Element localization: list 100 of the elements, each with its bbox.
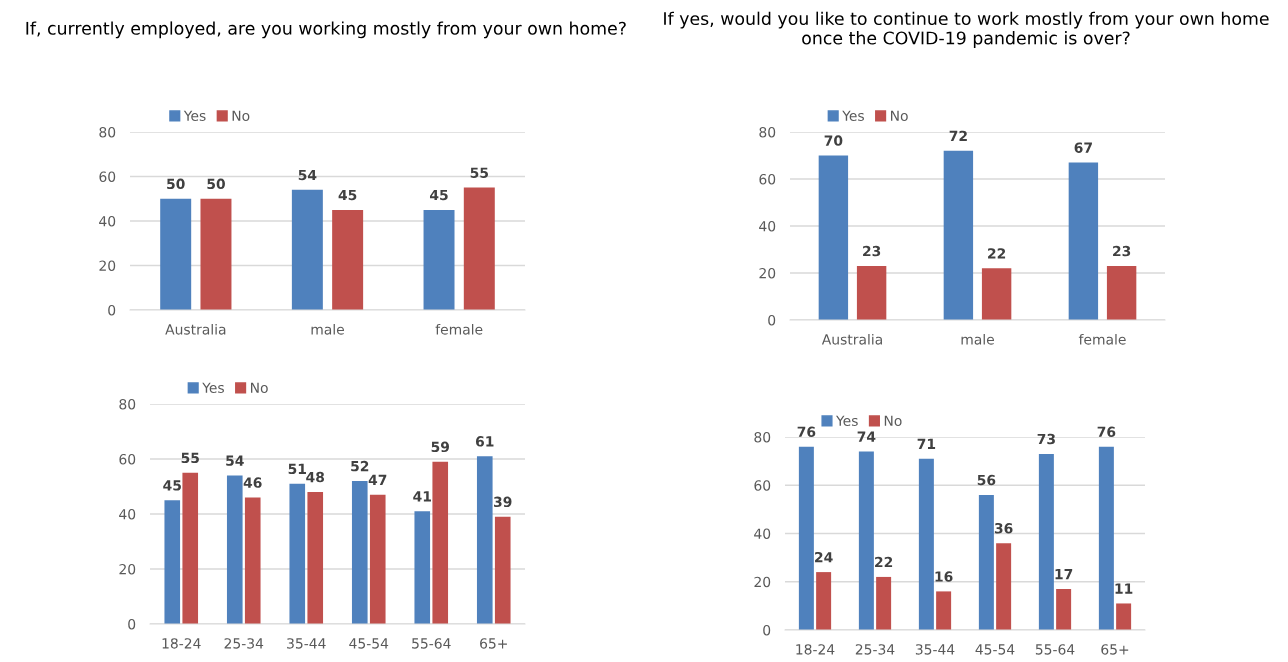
data-label: 45 — [338, 189, 357, 201]
data-label: 59 — [431, 441, 450, 453]
data-label: 47 — [368, 474, 387, 485]
data-label: 51 — [288, 463, 306, 475]
x-tick-label: 65+ — [1101, 644, 1129, 655]
data-label: 74 — [857, 431, 876, 442]
x-tick-label: 45-54 — [975, 644, 1015, 655]
bar — [978, 494, 994, 630]
data-label: 16 — [935, 571, 953, 582]
data-label: 70 — [824, 135, 843, 146]
bar — [1116, 603, 1132, 630]
bar — [160, 198, 192, 310]
bar — [918, 458, 934, 630]
data-label: 72 — [949, 130, 967, 141]
legend-label: Yes — [842, 110, 864, 121]
bar — [369, 494, 386, 624]
chart-title: If yes, would you like to continue to work mostly from your own home once the COVID-19 pandemic is over? — [664, 11, 1269, 48]
y-tick-label: 80 — [119, 398, 136, 410]
bar — [1098, 446, 1114, 630]
x-tick-label: male — [311, 323, 344, 335]
y-tick-label: 80 — [754, 431, 771, 443]
x-tick-label: Australia — [165, 323, 226, 335]
x-tick-label: 18-24 — [162, 638, 201, 649]
data-label: 24 — [815, 551, 833, 563]
x-tick-label: 18-24 — [796, 644, 835, 655]
data-label: 22 — [988, 248, 1006, 259]
data-label: 45 — [163, 480, 181, 491]
y-tick-label: 80 — [759, 126, 776, 138]
bar — [943, 150, 974, 320]
bar — [876, 576, 892, 630]
bar — [164, 500, 181, 624]
data-label: 11 — [1115, 583, 1133, 594]
y-tick-label: 60 — [759, 173, 776, 185]
data-label: 76 — [797, 426, 816, 438]
data-label: 67 — [1074, 142, 1092, 153]
y-tick-label: 20 — [759, 267, 776, 279]
bar — [291, 189, 323, 310]
legend-label: No — [884, 415, 902, 426]
bar — [307, 492, 324, 624]
bar — [1106, 265, 1137, 320]
data-label: 45 — [429, 189, 448, 201]
x-tick-label: male — [961, 333, 994, 345]
y-tick-label: 60 — [99, 171, 116, 182]
y-tick-label: 20 — [99, 260, 116, 271]
legend-label: No — [232, 110, 250, 121]
legend-label: Yes — [835, 415, 858, 426]
y-tick-label: 20 — [119, 563, 136, 575]
y-tick-label: 20 — [754, 576, 771, 588]
bar — [463, 187, 495, 310]
data-label: 50 — [167, 178, 185, 190]
data-label: 22 — [875, 556, 893, 568]
data-label: 71 — [917, 438, 936, 449]
data-label: 50 — [207, 178, 225, 190]
data-label: 36 — [994, 523, 1013, 534]
data-label: 54 — [298, 169, 317, 181]
data-label: 56 — [977, 474, 996, 486]
x-tick-label: 55-64 — [412, 638, 451, 649]
bar — [423, 209, 455, 310]
bar — [226, 475, 243, 624]
y-tick-label: 40 — [99, 215, 116, 227]
bar — [414, 511, 431, 624]
x-tick-label: female — [435, 323, 483, 335]
data-label: 23 — [863, 245, 881, 257]
y-tick-label: 40 — [754, 528, 771, 539]
bar — [432, 461, 449, 624]
legend-label: No — [251, 382, 268, 393]
data-label: 39 — [494, 496, 512, 508]
data-label: 73 — [1037, 433, 1055, 445]
bar — [1056, 588, 1072, 630]
data-label: 48 — [306, 471, 325, 483]
legend-label: No — [891, 110, 908, 121]
bar — [244, 497, 261, 624]
bar — [332, 209, 364, 310]
x-tick-label: female — [1078, 333, 1126, 345]
data-label: 54 — [226, 455, 244, 466]
x-tick-label: 35-44 — [915, 644, 955, 655]
x-tick-label: 45-54 — [349, 638, 389, 649]
chart-title: If, currently employed, are you working mostly from your own home? — [26, 21, 626, 39]
data-label: 55 — [470, 167, 488, 178]
bar — [858, 451, 874, 630]
bar — [936, 591, 952, 630]
x-tick-label: 55-64 — [1035, 644, 1075, 655]
legend-label: Yes — [183, 110, 206, 121]
y-tick-label: 0 — [768, 314, 776, 326]
y-tick-label: 60 — [754, 480, 771, 491]
y-tick-label: 0 — [128, 618, 136, 630]
bar — [981, 268, 1012, 320]
bar — [818, 155, 849, 320]
bar — [182, 472, 199, 624]
x-tick-label: Australia — [821, 333, 882, 345]
y-tick-label: 80 — [99, 126, 116, 138]
x-tick-label: 25-34 — [224, 638, 264, 649]
bar — [798, 446, 814, 630]
data-label: 55 — [181, 452, 199, 464]
legend-label: Yes — [202, 382, 224, 393]
y-tick-label: 40 — [759, 220, 776, 232]
x-tick-label: 35-44 — [287, 638, 326, 649]
y-tick-label: 60 — [119, 453, 136, 465]
data-label: 46 — [243, 477, 262, 488]
data-label: 41 — [413, 491, 431, 502]
